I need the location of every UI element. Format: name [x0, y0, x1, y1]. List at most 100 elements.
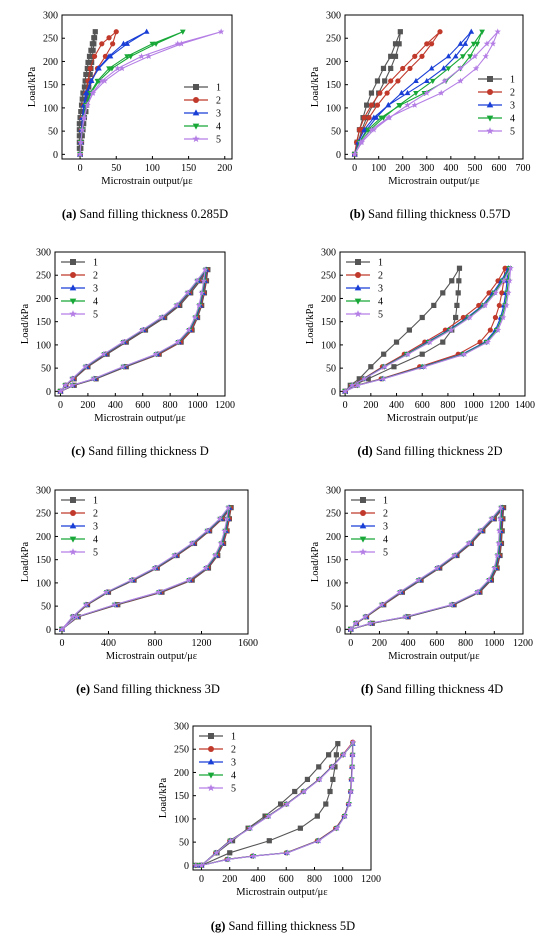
data-point	[69, 613, 76, 620]
data-point	[424, 41, 430, 47]
x-tick-label: 800	[163, 400, 178, 411]
chart-c: 0 200 400 600 800 1000 1200 0 50 100 150 200 250 300 M…	[20, 248, 235, 459]
x-tick-label: 600	[491, 163, 506, 174]
data-point	[84, 96, 90, 102]
y-tick-label: 300	[326, 11, 341, 22]
caption-letter: (b)	[350, 207, 365, 221]
data-point	[380, 375, 387, 382]
data-point	[84, 101, 91, 108]
data-point	[300, 788, 308, 795]
plot-frame	[339, 251, 526, 397]
x-axis-label: Microstrain output/με	[388, 176, 480, 187]
data-point	[250, 852, 257, 859]
data-point	[381, 363, 389, 370]
legend-label: 4	[383, 535, 388, 546]
data-point	[76, 145, 82, 151]
data-point	[86, 53, 93, 59]
caption-letter: (a)	[62, 207, 77, 221]
data-point	[89, 59, 95, 65]
data-point	[326, 752, 332, 758]
data-point	[393, 339, 400, 345]
y-tick-label: 200	[321, 294, 336, 305]
legend-marker	[69, 536, 77, 543]
y-tick-label: 50	[48, 127, 58, 138]
legend-marker	[69, 298, 77, 305]
data-point	[57, 387, 64, 395]
x-tick-label: 0	[352, 163, 357, 174]
y-tick-label: 150	[43, 80, 58, 91]
data-point	[316, 776, 323, 783]
legend-label: 4	[510, 114, 515, 125]
data-point	[266, 838, 272, 844]
data-point	[398, 89, 405, 96]
x-tick-label: 100	[371, 163, 386, 174]
y-tick-label: 250	[36, 271, 51, 282]
data-point	[361, 126, 368, 132]
data-point	[503, 302, 510, 309]
caption-text: Sand filling thickness 3D	[90, 682, 220, 696]
data-point	[225, 855, 232, 863]
data-point	[106, 35, 112, 41]
data-point	[152, 350, 159, 357]
data-point	[96, 65, 102, 71]
legend-marker	[355, 272, 361, 278]
legend-label: 4	[93, 535, 98, 546]
legend-label: 2	[216, 96, 221, 107]
legend-marker	[70, 497, 76, 503]
series-line-5	[79, 31, 222, 155]
data-point	[202, 564, 209, 571]
data-point	[111, 601, 118, 608]
data-point	[415, 576, 422, 583]
data-point	[428, 65, 435, 71]
data-point	[484, 338, 491, 345]
data-point	[89, 41, 95, 47]
data-point	[419, 314, 425, 321]
data-point	[90, 375, 97, 382]
data-point	[356, 127, 363, 133]
data-point	[447, 326, 455, 333]
data-point	[385, 101, 392, 108]
data-point	[368, 90, 375, 96]
data-point	[449, 278, 455, 284]
data-point	[364, 102, 370, 108]
data-point	[297, 825, 303, 831]
y-tick-label: 200	[174, 768, 189, 779]
x-tick-label: 1000	[484, 638, 504, 649]
data-point	[492, 314, 499, 321]
data-point	[179, 29, 186, 35]
y-tick-label: 100	[36, 578, 51, 589]
data-point	[80, 114, 87, 121]
series-line-3	[344, 267, 509, 392]
legend: 1 2 3 4 5	[61, 496, 98, 559]
y-tick-label: 150	[36, 317, 51, 328]
data-point	[368, 102, 375, 108]
data-point	[380, 65, 387, 72]
y-tick-label: 250	[174, 745, 189, 756]
data-point	[426, 338, 434, 345]
legend-label: 1	[383, 496, 388, 507]
legend-marker	[69, 284, 77, 291]
legend-label: 1	[93, 258, 98, 269]
legend: 1 2 3 4 5	[351, 496, 388, 559]
data-point	[354, 381, 362, 389]
data-point	[448, 601, 455, 608]
x-tick-label: 600	[135, 400, 150, 411]
data-point	[397, 29, 403, 35]
legend-label: 5	[93, 548, 98, 559]
data-point	[482, 52, 489, 60]
x-tick-label: 0	[58, 400, 63, 411]
y-axis-label: Load/kPa	[27, 67, 38, 108]
data-point	[151, 564, 158, 571]
data-point	[98, 77, 105, 84]
data-point	[77, 138, 85, 146]
data-point	[143, 28, 150, 34]
plot-frame	[344, 14, 524, 160]
data-point	[327, 788, 333, 795]
y-tick-label: 50	[331, 602, 341, 613]
data-point	[211, 552, 219, 559]
x-tick-label: 0	[343, 400, 348, 411]
y-tick-label: 100	[43, 103, 58, 114]
legend-label: 5	[231, 784, 236, 795]
caption-letter: (e)	[76, 682, 90, 696]
chart-f: 0 200 400 600 800 1000 1200 0 50 100 150 200 250 300 M…	[310, 486, 533, 697]
